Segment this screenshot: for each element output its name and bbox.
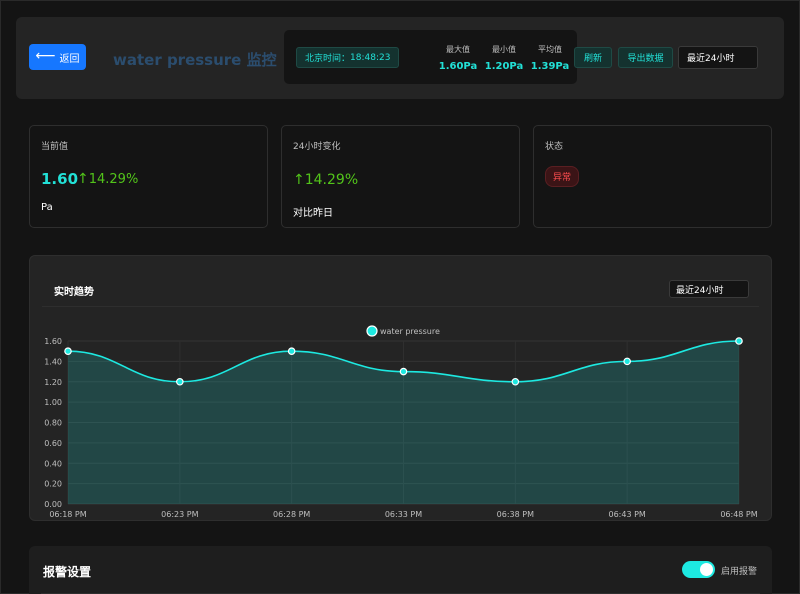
trend-title: 实时趋势 — [54, 287, 94, 298]
beijing-clock: 北京时间： 18:48:23 — [296, 47, 400, 68]
y-tick-label: 1.40 — [44, 357, 62, 366]
toggle-knob — [700, 563, 713, 576]
data-point — [511, 377, 520, 386]
stat-max-value: 1.60Pa — [438, 61, 478, 72]
time-range-select[interactable]: 最近24小时 — [678, 46, 758, 69]
clock-label: 北京时间： — [305, 54, 351, 64]
data-point — [176, 377, 184, 386]
y-tick-label: 0.80 — [44, 419, 62, 428]
y-tick-label: 1.60 — [44, 337, 62, 346]
change-24h-value: 14.29% — [304, 172, 359, 188]
clock-time: 18:48:23 — [350, 52, 391, 63]
legend-label: water pressure — [380, 327, 440, 336]
current-value-title: 当前值 — [41, 142, 69, 152]
trend-panel: 实时趋势 最近24小时 0.00 0.20 0.40 0.60 0.80 1.00 1.20… — [29, 255, 772, 521]
stats-panel: 北京时间： 18:48:23 最大值 1.60Pa 最小值 1.20Pa 平均值… — [284, 30, 577, 84]
trend-range-select[interactable]: 最近24小时 — [669, 280, 749, 298]
status-card: 状态 异常 — [533, 125, 772, 228]
data-point — [399, 367, 408, 376]
data-point — [287, 347, 296, 355]
alarm-title: 报警设置 — [43, 565, 92, 579]
data-point — [735, 337, 743, 345]
x-tick-label: 06:33 PM — [385, 510, 422, 519]
stat-max-label: 最大值 — [446, 45, 470, 54]
alarm-settings-panel: 报警设置 启用报警 — [29, 546, 772, 594]
stat-min-value: 1.20Pa — [484, 61, 524, 72]
refresh-button[interactable]: 刷新 — [574, 47, 612, 68]
stat-min: 最小值 1.20Pa — [482, 44, 526, 72]
export-button[interactable]: 导出数据 — [618, 47, 673, 68]
stat-avg: 平均值 1.39Pa — [528, 44, 572, 72]
stat-avg-label: 平均值 — [538, 45, 562, 54]
back-button[interactable]: ⟵ 返回 — [29, 44, 86, 70]
y-tick-label: 0.40 — [44, 459, 62, 468]
change-24h-card: 24小时变化 ↑14.29% 对比昨日 — [281, 125, 520, 228]
x-tick-label: 06:48 PM — [720, 510, 757, 519]
page-title: water pressure 监控 — [113, 51, 277, 69]
y-tick-label: 0.00 — [44, 500, 62, 509]
compare-label: 对比昨日 — [293, 208, 333, 219]
change-24h-title: 24小时变化 — [293, 142, 341, 152]
back-button-label: 返回 — [59, 53, 80, 65]
y-tick-label: 0.60 — [44, 439, 62, 448]
x-tick-label: 06:23 PM — [161, 510, 198, 519]
data-point — [64, 347, 72, 355]
stat-min-label: 最小值 — [492, 45, 516, 54]
x-tick-label: 06:18 PM — [49, 510, 86, 519]
y-tick-label: 1.00 — [44, 398, 62, 407]
alarm-toggle-label: 启用报警 — [721, 567, 758, 577]
arrow-up-icon: ↑ — [293, 172, 305, 188]
stat-max: 最大值 1.60Pa — [436, 44, 480, 72]
stat-avg-value: 1.39Pa — [530, 61, 570, 72]
divider — [42, 306, 759, 307]
arrow-up-icon: ↑ — [77, 171, 89, 187]
status-badge: 异常 — [545, 166, 580, 187]
current-value: 1.60 — [41, 170, 79, 188]
current-value-card: 当前值 1.60 ↑14.29% Pa — [29, 125, 268, 228]
legend-marker — [366, 325, 378, 337]
trend-chart: 0.00 0.20 0.40 0.60 0.80 1.00 1.20 1.40 1.60 06:1… — [44, 325, 758, 519]
current-change: ↑14.29% — [77, 171, 138, 187]
alarm-toggle[interactable] — [682, 561, 715, 578]
current-change-value: 14.29% — [88, 172, 139, 187]
change-24h: ↑14.29% — [293, 172, 358, 188]
header-bar: ⟵ 返回 water pressure 监控 北京时间： 18:48:23 最大… — [16, 17, 784, 99]
y-tick-label: 1.20 — [44, 378, 62, 387]
x-tick-label: 06:28 PM — [273, 510, 310, 519]
status-title: 状态 — [545, 142, 564, 152]
data-point — [623, 357, 631, 366]
x-tick-label: 06:43 PM — [609, 510, 646, 519]
series-area — [68, 341, 739, 504]
current-unit: Pa — [41, 202, 53, 213]
y-tick-label: 0.20 — [44, 480, 62, 489]
x-tick-label: 06:38 PM — [497, 510, 534, 519]
arrow-left-icon: ⟵ — [35, 48, 56, 64]
